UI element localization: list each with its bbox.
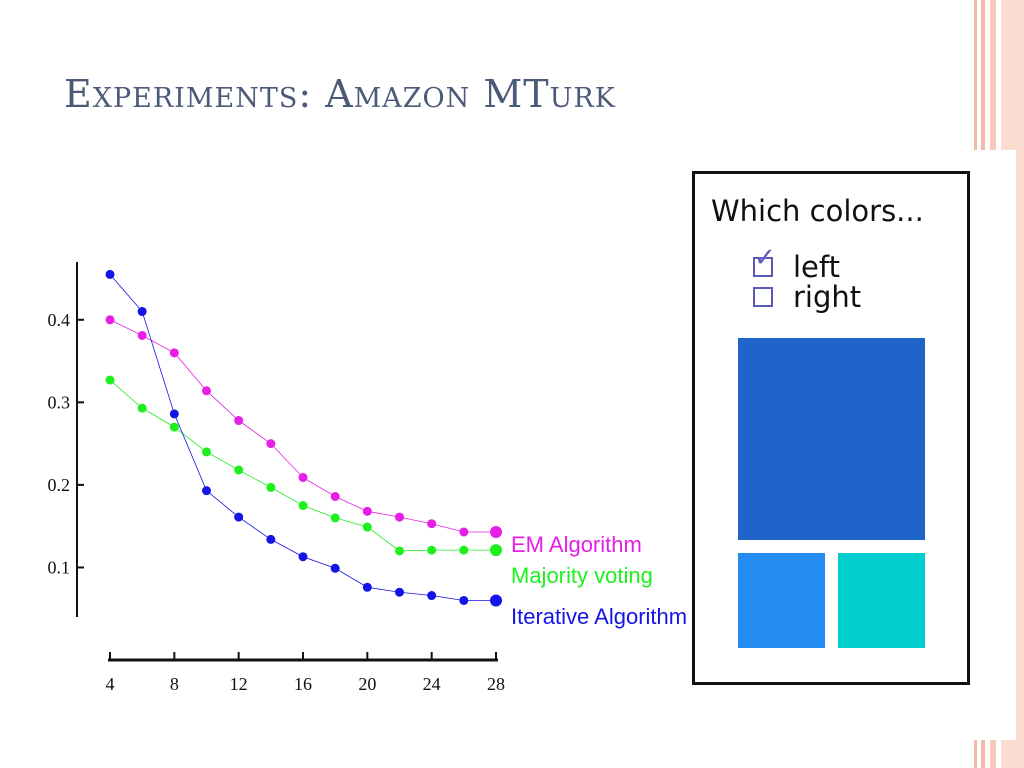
legend-label: EM Algorithm [511, 532, 642, 557]
data-point [427, 519, 437, 529]
data-point [202, 486, 211, 496]
data-point [266, 534, 276, 544]
chart-axes: 0.1 0.2 0.3 0.4 4 8 12 16 20 24 28 [48, 262, 505, 694]
option-right[interactable]: right [753, 280, 862, 314]
data-point [298, 501, 308, 511]
x-tick-label: 20 [358, 674, 376, 694]
data-point [362, 582, 372, 592]
x-tick-label: 28 [487, 674, 505, 694]
data-point [490, 544, 502, 557]
data-point [105, 269, 115, 279]
color-swatch-large [738, 338, 925, 540]
checkbox-right[interactable] [753, 287, 773, 307]
data-point [427, 545, 437, 555]
series-line [109, 319, 496, 533]
data-point [234, 465, 244, 475]
data-point [459, 527, 469, 537]
data-point [459, 545, 469, 555]
y-tick-label: 0.3 [48, 392, 71, 412]
x-tick-label: 4 [106, 674, 115, 694]
data-point [234, 512, 244, 522]
data-point [395, 546, 404, 556]
data-point [266, 439, 276, 449]
data-point [298, 552, 308, 562]
color-swatch-left [738, 553, 825, 648]
data-point [202, 447, 211, 457]
data-point [169, 409, 179, 419]
data-point [459, 595, 469, 605]
task-question: Which colors... [711, 194, 924, 228]
legend-label: Iterative Algorithm [511, 604, 687, 629]
data-point [266, 482, 276, 492]
data-point [362, 522, 372, 532]
legend-label: Majority voting [511, 563, 653, 588]
series-line [109, 274, 496, 601]
border-mask [970, 150, 1016, 740]
checkbox-left[interactable]: ✓ [753, 245, 776, 277]
y-tick-label: 0.2 [48, 475, 71, 495]
data-point [137, 307, 147, 317]
data-point [490, 594, 502, 607]
y-tick-label: 0.1 [48, 557, 71, 577]
data-point [234, 416, 244, 426]
data-point [490, 525, 502, 538]
data-point [395, 512, 404, 522]
data-point [330, 491, 340, 501]
data-point [298, 472, 308, 482]
x-tick-label: 8 [170, 674, 179, 694]
data-point [169, 348, 179, 358]
option-label: right [793, 280, 862, 314]
slide-title: Experiments: Amazon MTurk [64, 72, 616, 116]
data-point [395, 587, 404, 597]
option-left[interactable]: ✓ left [753, 245, 840, 284]
x-tick-label: 16 [294, 674, 312, 694]
x-tick-label: 24 [423, 674, 441, 694]
data-point [427, 591, 437, 601]
data-point [105, 315, 115, 325]
line-chart: 0.1 0.2 0.3 0.4 4 8 12 16 20 24 28 EM Algorithm Maj… [48, 262, 687, 694]
color-swatch-right [838, 553, 925, 648]
data-point [137, 330, 147, 340]
chart-legend: EM Algorithm Majority voting Iterative Alg… [511, 532, 687, 629]
option-label: left [793, 250, 840, 284]
x-tick-label: 12 [230, 674, 248, 694]
data-point [330, 513, 340, 523]
data-point [202, 386, 211, 396]
data-point [137, 403, 147, 413]
check-icon: ✓ [754, 243, 776, 273]
data-point [330, 563, 340, 573]
data-point [105, 375, 115, 385]
data-point [169, 422, 179, 432]
data-point [362, 506, 372, 516]
mturk-task-panel: Which colors... ✓ left right [692, 171, 970, 685]
y-tick-label: 0.4 [48, 310, 71, 330]
chart-series [105, 269, 502, 607]
